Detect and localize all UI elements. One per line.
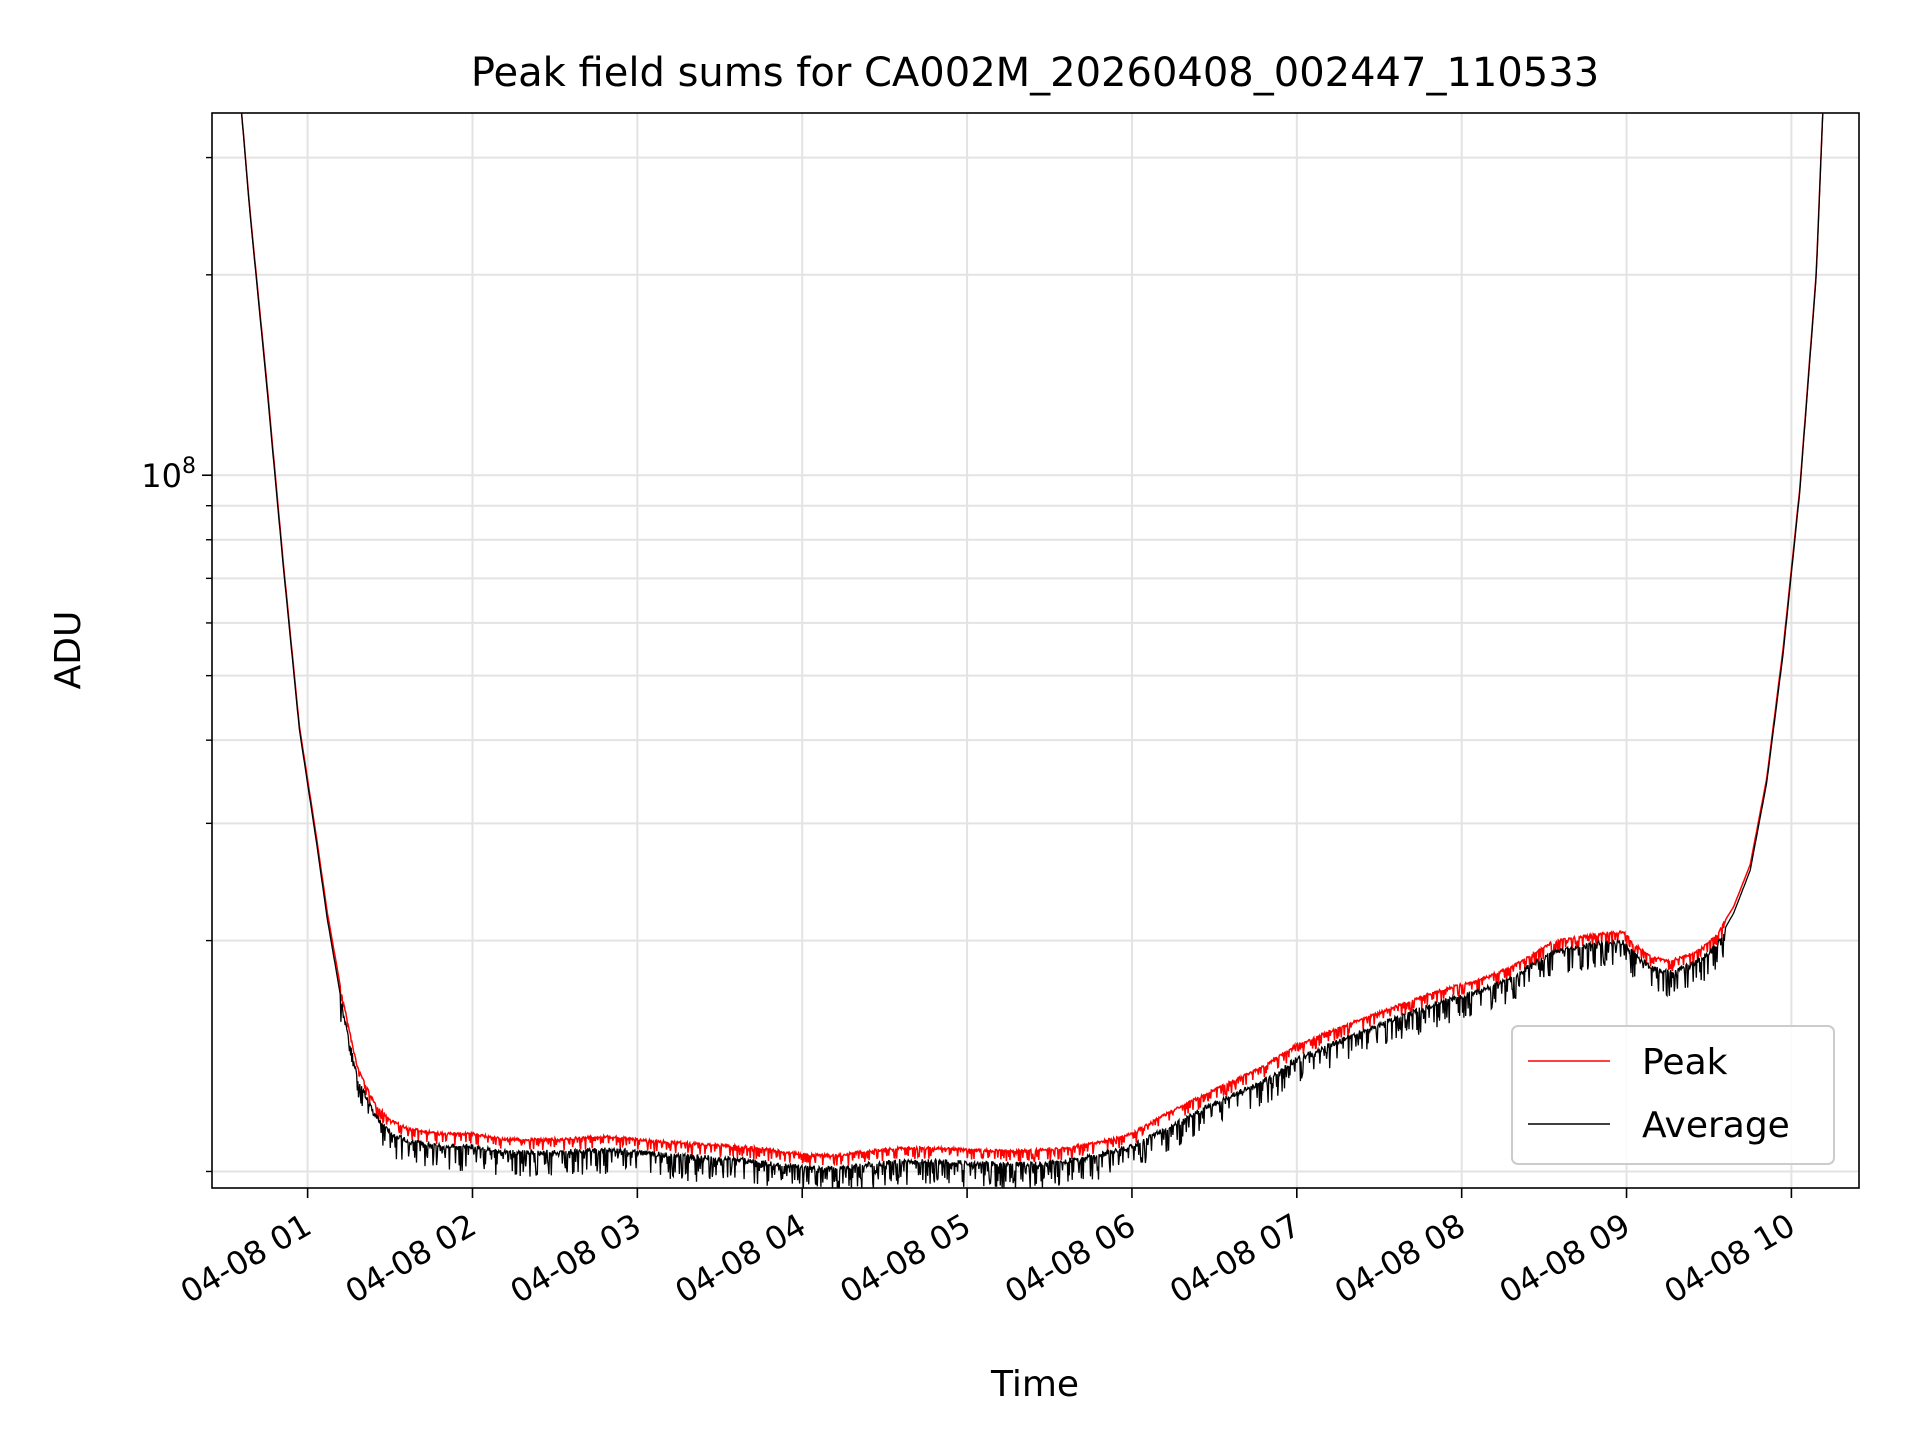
- chart-title: Peak field sums for CA002M_20260408_0024…: [471, 50, 1599, 96]
- y-axis-label: ADU: [48, 611, 89, 690]
- legend-peak-label: Peak: [1642, 1042, 1728, 1083]
- legend-average-label: Average: [1642, 1105, 1790, 1146]
- y-tick-label: 108: [141, 454, 196, 495]
- series-layer: [240, 113, 1824, 1188]
- legend: Peak Average: [1511, 1025, 1835, 1165]
- series-average-line: [240, 113, 1824, 1188]
- series-peak-line: [240, 113, 1824, 1167]
- x-axis-label: Time: [990, 1364, 1079, 1405]
- plot-frame: [211, 112, 1860, 1189]
